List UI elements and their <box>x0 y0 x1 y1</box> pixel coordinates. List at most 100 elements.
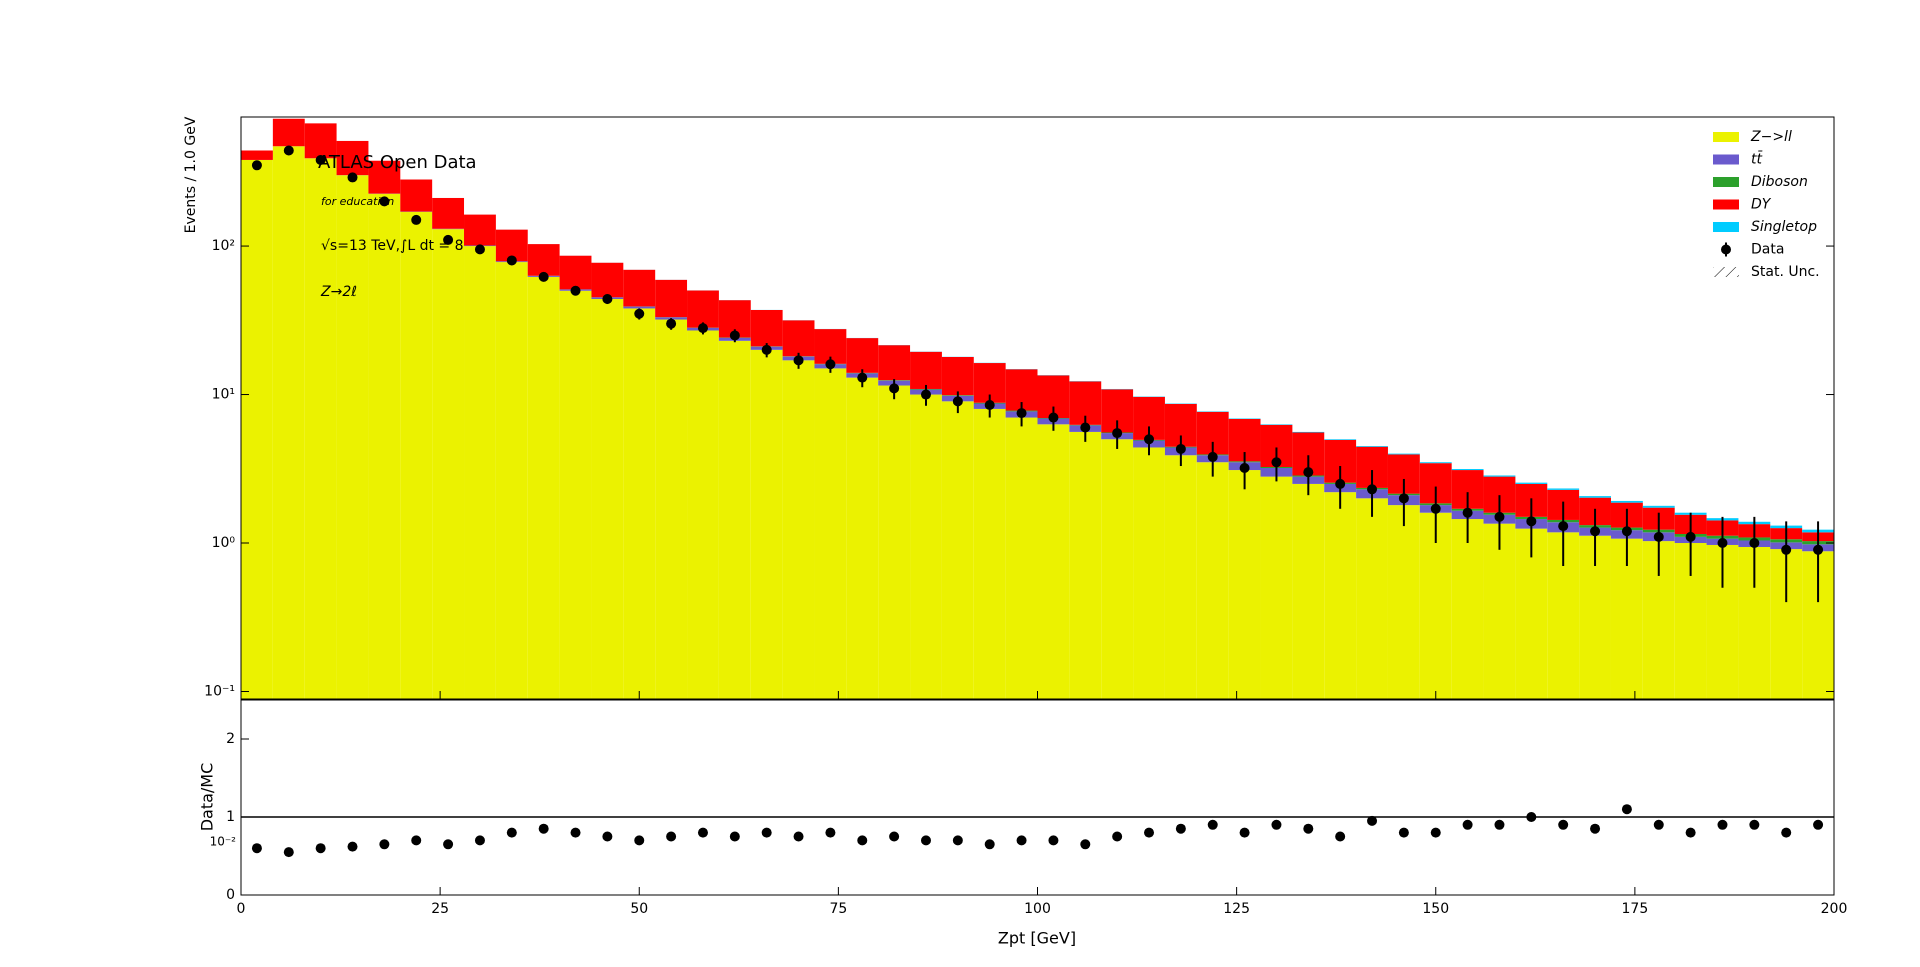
data-point <box>443 234 454 245</box>
data-point <box>857 372 868 383</box>
data-point <box>315 154 326 165</box>
ratio-point <box>1781 827 1792 838</box>
ratio-point <box>283 847 294 858</box>
legend-label: Stat. Unc. <box>1751 264 1820 280</box>
ratio-point <box>379 839 390 850</box>
histogram-bar <box>464 246 496 699</box>
ratio-y-label: Data/MC <box>198 763 217 832</box>
histogram-bar <box>814 368 847 699</box>
axis-artifact-label: 10⁻² <box>210 835 237 849</box>
data-point <box>1016 408 1027 419</box>
x-tick-label: 200 <box>1821 901 1848 917</box>
histogram-bar <box>368 193 401 699</box>
ratio-point <box>1303 823 1314 834</box>
y-tick-label: 10² <box>212 238 235 254</box>
ratio-point <box>1016 835 1027 846</box>
ratio-point <box>1749 819 1760 830</box>
x-tick-label: 100 <box>1024 901 1051 917</box>
histogram-bar <box>910 351 942 389</box>
ratio-point <box>411 835 422 846</box>
data-point <box>1621 526 1632 537</box>
ratio-point <box>1590 823 1601 834</box>
histogram-bar <box>750 309 783 347</box>
histogram-bar <box>878 385 911 699</box>
data-point <box>793 355 804 366</box>
ratio-point <box>952 835 963 846</box>
histogram-bar <box>846 377 879 699</box>
ratio-point <box>634 835 645 846</box>
histogram-bar <box>1451 469 1484 471</box>
ratio-point <box>889 831 900 842</box>
main-plot-area <box>241 118 1834 699</box>
histogram-bar <box>336 175 369 699</box>
histogram-bar <box>941 401 974 699</box>
histogram-bar <box>1005 417 1038 699</box>
data-point <box>506 255 517 266</box>
ratio-point <box>1526 812 1537 822</box>
ratio-point <box>1621 804 1632 815</box>
histogram-bar <box>1387 453 1420 455</box>
education-label: for education <box>321 195 394 208</box>
histogram-bar <box>1069 431 1102 699</box>
histogram-bar <box>1196 462 1229 699</box>
ratio-point <box>1462 819 1473 830</box>
data-point <box>1303 467 1314 478</box>
ratio-point <box>506 827 517 838</box>
data-point <box>1813 544 1824 555</box>
ratio-point <box>1335 831 1346 842</box>
histogram-bar <box>687 330 719 699</box>
data-point <box>1590 526 1601 537</box>
process-label: Z→2ℓ <box>320 284 357 300</box>
ratio-point <box>729 831 740 842</box>
legend-label: Z−>ll <box>1750 129 1792 145</box>
histogram-bar <box>336 140 369 176</box>
histogram-bar <box>400 211 433 699</box>
x-tick-label: 50 <box>630 901 648 917</box>
legend-swatch <box>1713 177 1739 187</box>
ratio-point <box>825 827 836 838</box>
data-point <box>1048 412 1059 423</box>
y-tick-label: 10⁻¹ <box>204 683 235 699</box>
histogram-bar <box>1419 462 1452 464</box>
ratio-point <box>920 835 931 846</box>
histogram-bar <box>1610 500 1643 503</box>
data-point <box>1749 538 1760 549</box>
histogram-bar <box>623 308 656 699</box>
legend-label: Singletop <box>1751 219 1817 235</box>
histogram-bar <box>272 118 305 147</box>
x-tick-label: 175 <box>1622 901 1649 917</box>
histogram-bar <box>1164 455 1197 699</box>
data-point <box>538 271 549 282</box>
ratio-point <box>1271 819 1282 830</box>
histogram-bar <box>241 159 273 699</box>
histogram-bar <box>368 160 401 194</box>
histogram-bar <box>1228 470 1261 699</box>
histogram-bar <box>1356 498 1388 699</box>
data-point <box>1717 538 1728 549</box>
histogram-bar <box>1483 475 1516 477</box>
ratio-point <box>1685 827 1696 838</box>
x-axis-label: Zpt [GeV] <box>998 929 1076 948</box>
y-tick-label: 0 <box>226 887 235 903</box>
ratio-point <box>1813 819 1824 830</box>
ratio-point <box>697 827 708 838</box>
legend-swatch <box>1713 222 1739 232</box>
data-point <box>920 389 931 400</box>
ratio-point <box>1239 827 1250 838</box>
histogram-bar <box>591 262 624 298</box>
histogram-bar <box>782 360 815 699</box>
ratio-point <box>251 843 262 854</box>
data-point <box>1367 484 1378 495</box>
data-point <box>347 172 358 183</box>
data-point <box>1144 434 1155 445</box>
histogram-bar <box>559 290 592 699</box>
legend-swatch <box>1713 154 1739 165</box>
ratio-point <box>1048 835 1059 846</box>
ratio-point <box>666 831 677 842</box>
histogram-bar <box>655 319 688 699</box>
data-point <box>1526 516 1537 527</box>
data-point <box>1653 531 1664 542</box>
y-tick-label: 2 <box>226 731 235 747</box>
histogram-bar <box>1451 519 1484 699</box>
